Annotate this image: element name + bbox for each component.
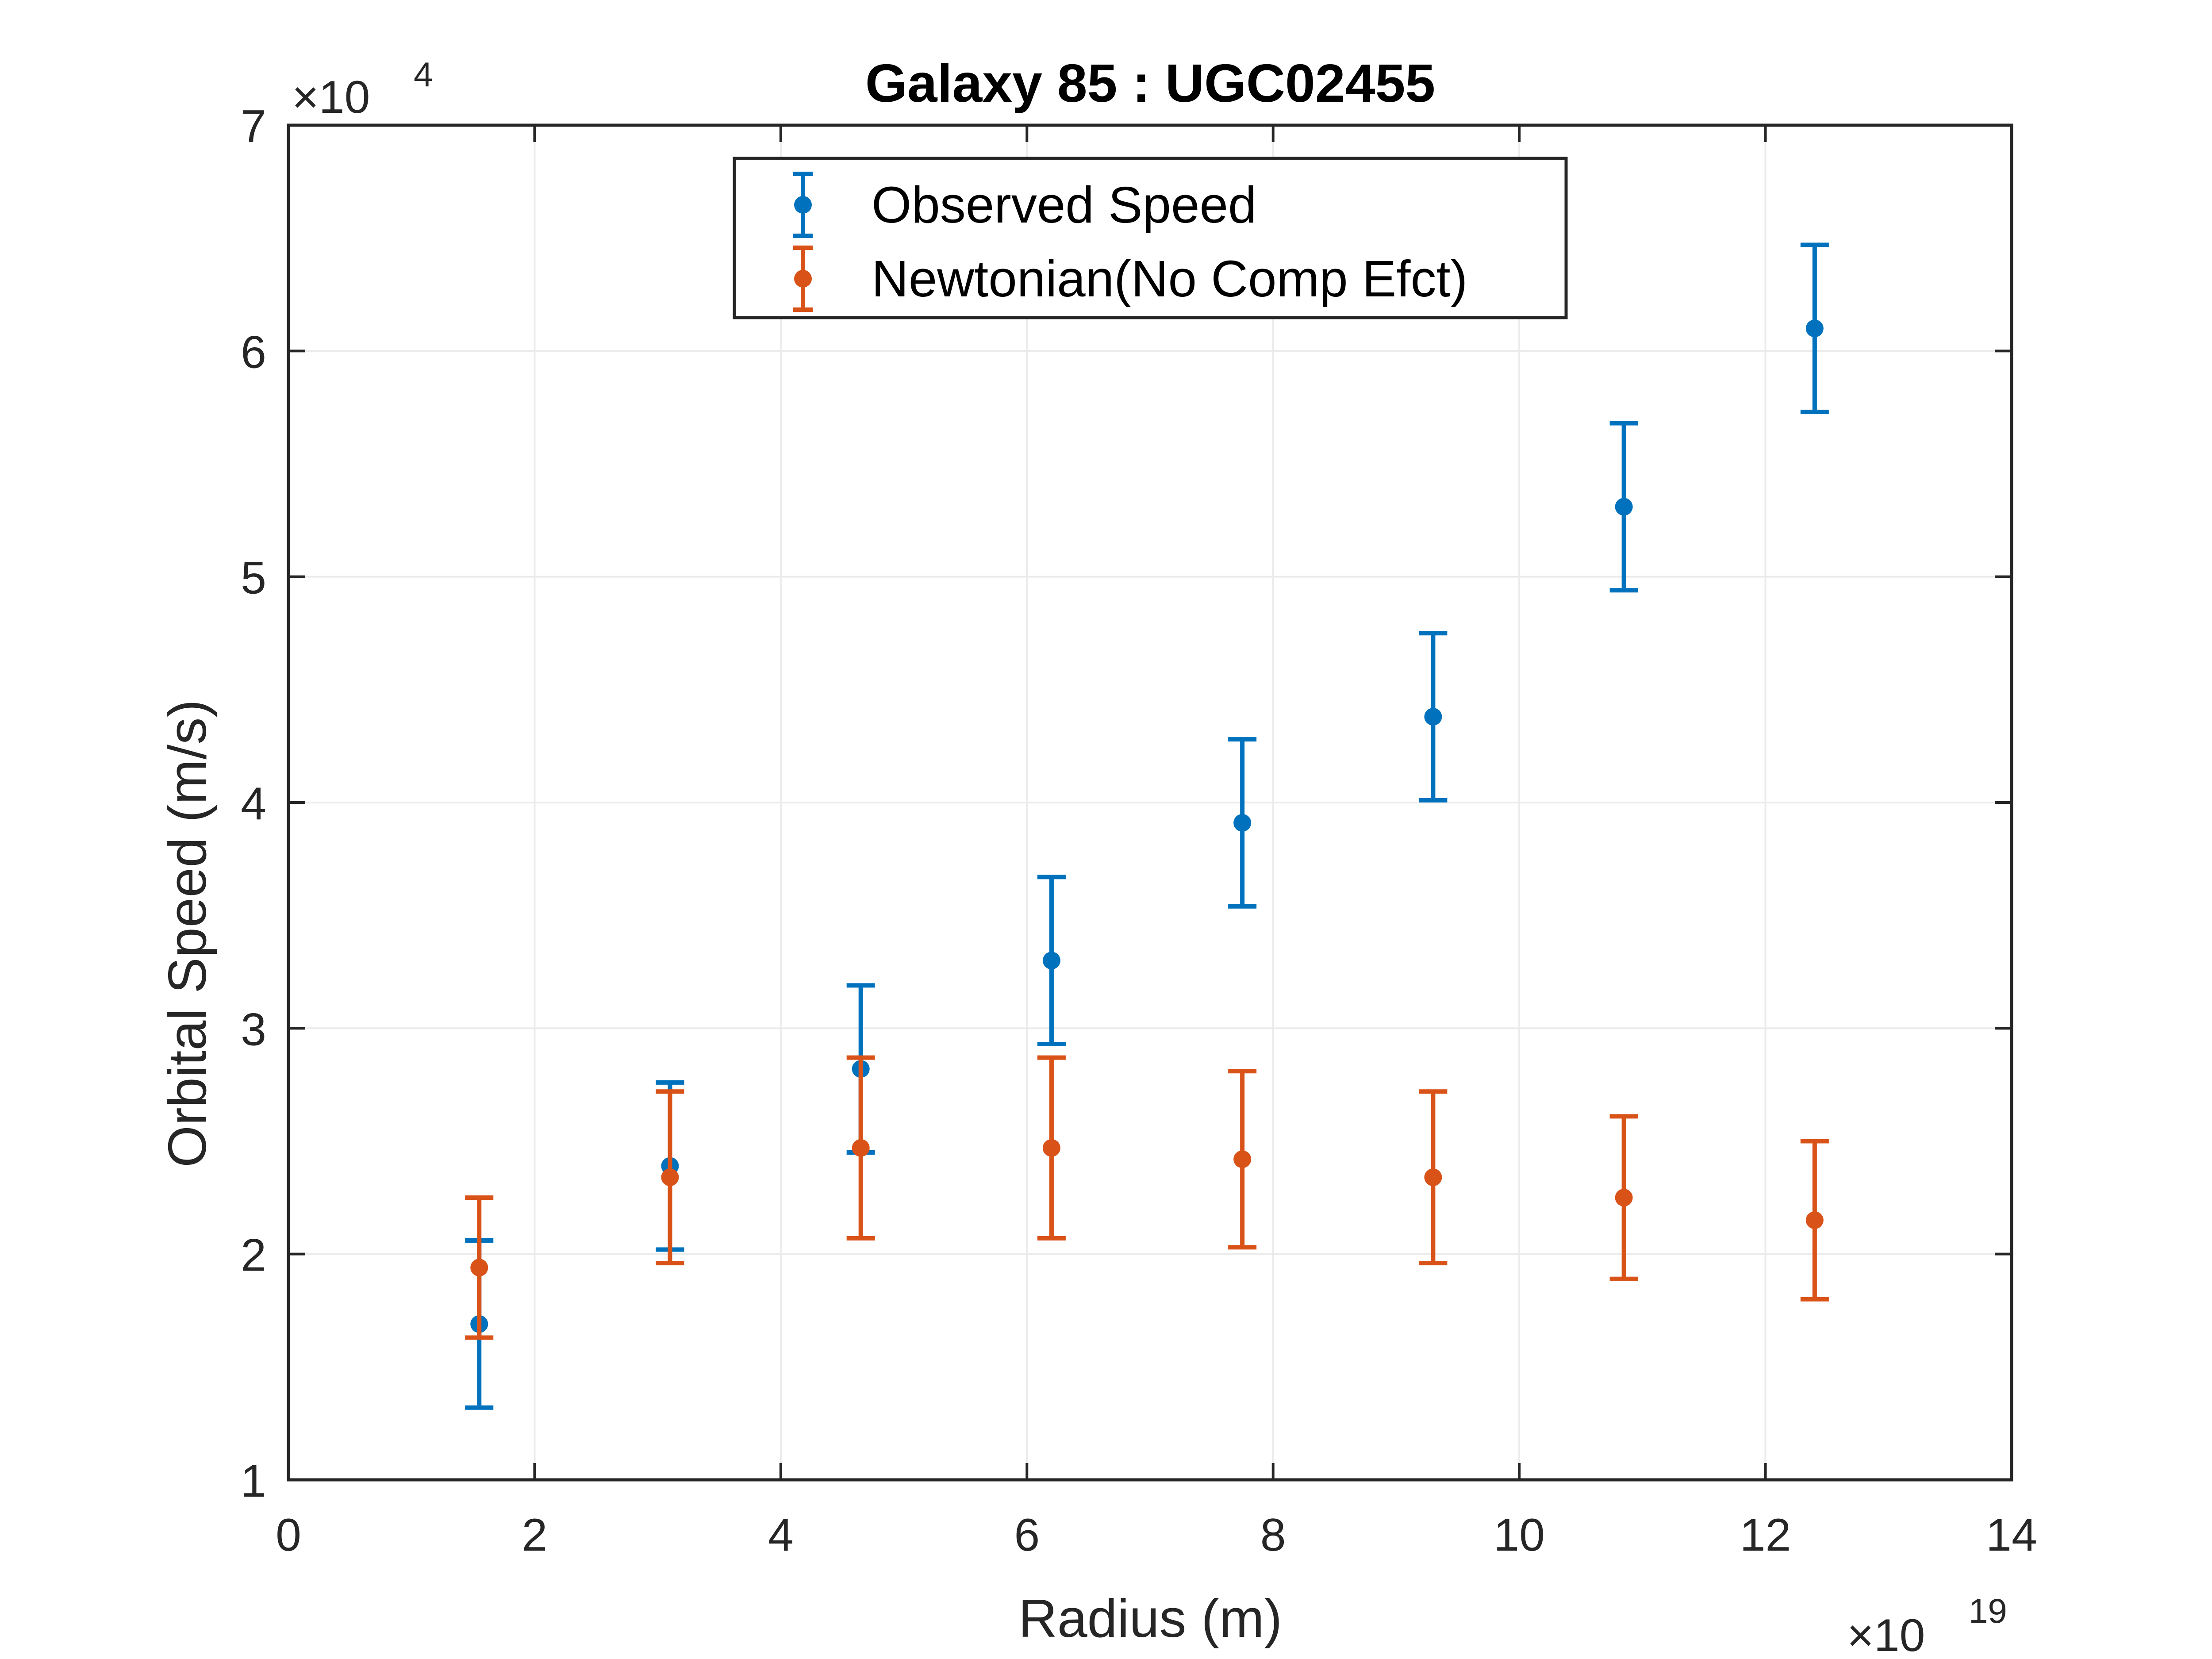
x-multiplier: ×10 19 [1847,1591,2007,1659]
y-tick-label: 6 [241,326,266,378]
data-point [1424,1168,1442,1187]
legend-entry-1: Observed Speed [793,172,1257,238]
legend-box [733,157,1568,319]
x-multiplier-exponent: 19 [1969,1591,2007,1630]
y-tick-label: 2 [241,1230,266,1281]
y-multiplier-exponent: 4 [414,55,433,94]
legend-marker [794,270,812,288]
data-point [1615,1189,1633,1207]
data-point [852,1139,870,1157]
data-point [1615,498,1633,516]
legend-marker [794,196,812,214]
x-tick-label: 14 [1986,1509,2037,1561]
series-2 [465,1055,1829,1340]
data-point [1042,952,1060,970]
chart-title: Galaxy 85 : UGC02455 [865,53,1436,113]
legend: Observed Speed Newtonian(No Comp Efct) [733,157,1568,319]
x-tick-label: 2 [522,1509,548,1561]
data-point [1233,814,1252,832]
data-point [470,1259,488,1277]
y-tick-label: 4 [241,778,266,830]
x-tick-label: 10 [1494,1509,1545,1561]
y-axis-label: Orbital Speed (m/s) [157,699,217,1167]
y-tick-label: 3 [241,1004,266,1055]
x-tick-label: 8 [1260,1509,1286,1561]
y-tick-label: 5 [241,553,266,604]
y-tick-label: 7 [241,101,266,152]
legend-entry-2: Newtonian(No Comp Efct) [793,246,1467,312]
legend-label: Newtonian(No Comp Efct) [872,250,1467,307]
legend-label: Observed Speed [872,176,1257,234]
x-tick-label: 6 [1014,1509,1040,1561]
x-axis-label: Radius (m) [1018,1588,1283,1648]
data-point [1805,1211,1824,1229]
data-point [1233,1150,1252,1168]
y-multiplier: ×10 4 [292,55,433,123]
data-point [1424,708,1442,726]
y-multiplier-base: ×10 [292,72,370,123]
data-point [1805,319,1824,338]
data-marks [465,242,1829,1410]
x-multiplier-base: ×10 [1847,1610,1925,1659]
plot-frame [287,123,2013,1482]
x-tick-label: 4 [768,1509,794,1561]
y-tick-label: 1 [241,1455,266,1507]
x-tick-label: 12 [1740,1509,1791,1561]
data-point [1042,1139,1060,1157]
data-point [661,1168,679,1187]
x-tick-label: 0 [276,1509,301,1561]
